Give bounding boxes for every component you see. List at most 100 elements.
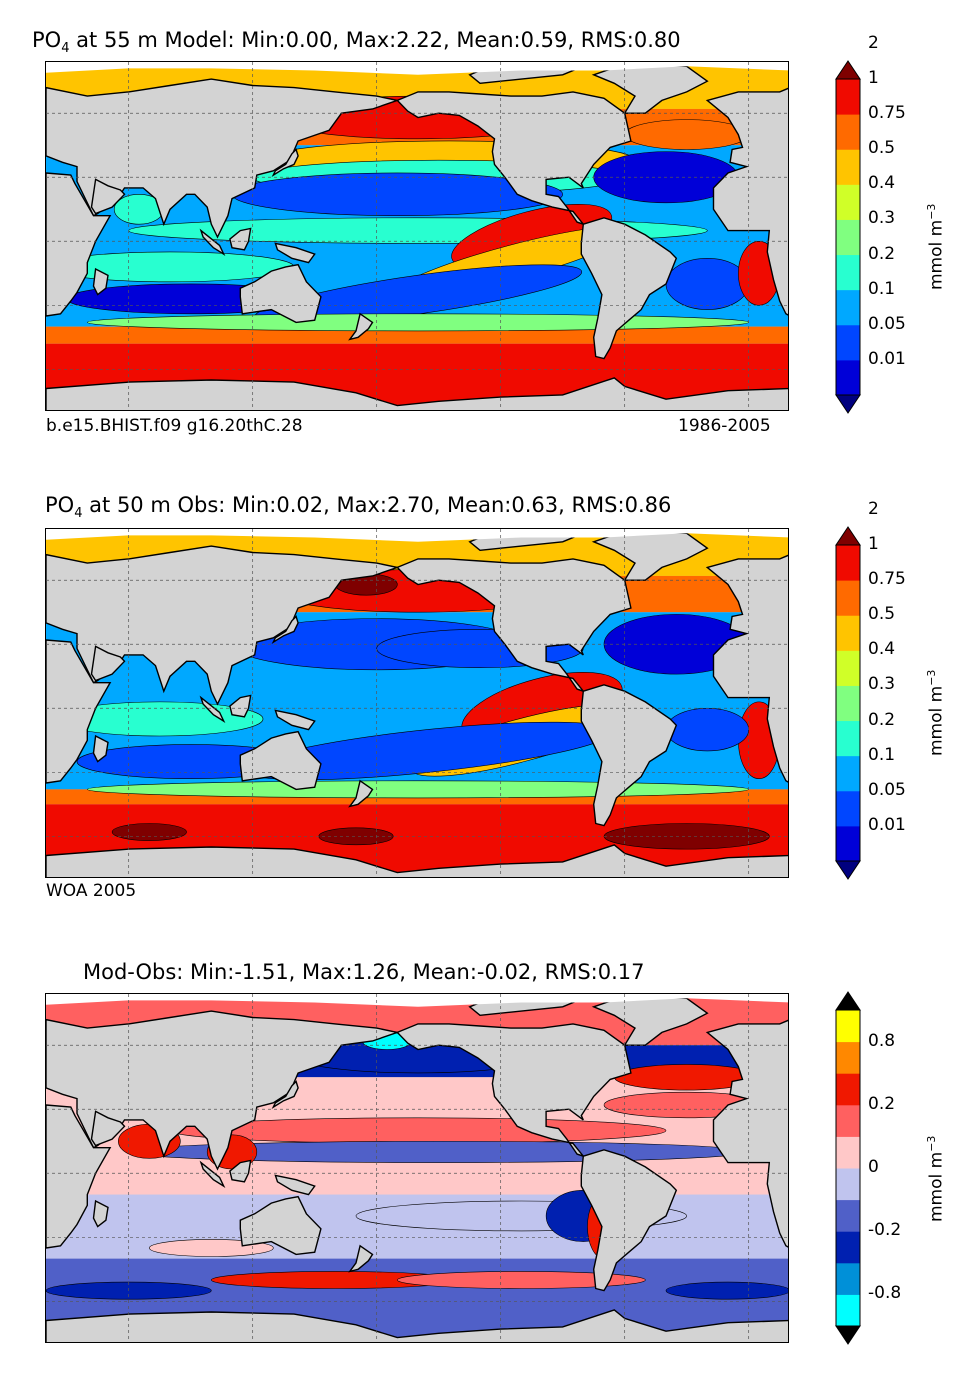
colorbar-svg — [835, 60, 861, 414]
colorbar-extend-min — [835, 860, 861, 880]
land — [229, 1159, 252, 1183]
colorbar-tick-label: 0.01 — [868, 348, 906, 369]
colorbar-segment — [836, 615, 860, 651]
colorbar-segment — [836, 580, 860, 616]
map-plot — [45, 528, 789, 878]
colorbar-units: mmol m−3 — [925, 203, 947, 290]
colorbar-segment — [836, 650, 860, 686]
land — [580, 217, 678, 360]
colorbar-tick-label: -0.8 — [868, 1283, 902, 1304]
map-svg — [46, 994, 788, 1342]
land — [348, 1244, 374, 1273]
colorbar-segment — [836, 219, 860, 256]
land — [92, 267, 109, 296]
field-contour — [111, 823, 187, 841]
field-contour — [87, 780, 749, 799]
colorbar-tick-label: 1 — [868, 534, 879, 554]
colorbar-tick-label: 0.8 — [868, 1030, 896, 1051]
land — [271, 148, 299, 177]
land — [274, 242, 316, 264]
colorbar — [835, 991, 861, 1345]
colorbar-segment — [836, 825, 860, 862]
colorbar-segment — [836, 1199, 860, 1232]
colorbar-tick-label: 0.2 — [868, 709, 896, 730]
colorbar-segment — [836, 289, 860, 326]
field-contour — [665, 1281, 788, 1300]
land — [274, 709, 316, 731]
panel-title: PO4 at 55 m Model: Min:0.00, Max:2.22, M… — [32, 28, 681, 57]
map-plot — [45, 993, 789, 1343]
land — [92, 734, 109, 763]
colorbar-segment — [836, 1168, 860, 1201]
colorbar-tick-label: 0.3 — [868, 674, 896, 695]
colorbar-tick-label: 0.3 — [868, 208, 896, 229]
colorbar-svg — [835, 526, 861, 880]
colorbar-segment — [836, 1104, 860, 1137]
land — [274, 1174, 316, 1196]
colorbar — [835, 526, 861, 880]
colorbar-segment — [836, 1041, 860, 1074]
data-source: WOA 2005 — [46, 881, 137, 901]
no-data — [46, 62, 788, 75]
colorbar-extend-max — [835, 526, 861, 546]
colorbar-segment — [836, 720, 860, 757]
colorbar-segment — [836, 254, 860, 291]
colorbar-svg — [835, 991, 861, 1345]
land — [199, 695, 226, 723]
land — [239, 1195, 322, 1256]
land — [229, 694, 252, 718]
colorbar-segment — [836, 1136, 860, 1169]
colorbar-segment — [836, 114, 860, 150]
colorbar-segment — [836, 1262, 860, 1295]
case-name: b.e15.BHIST.f09 g16.20thC.28 — [46, 416, 303, 436]
map-plot — [45, 61, 789, 411]
year-range: 1986-2005 — [678, 416, 771, 436]
land — [239, 263, 322, 324]
colorbar-tick-label: 0 — [868, 1157, 879, 1177]
land — [396, 1023, 632, 1158]
land — [705, 87, 788, 316]
land — [92, 1199, 109, 1228]
colorbar-tick-label: 0.4 — [868, 639, 896, 660]
colorbar-segment — [836, 685, 860, 722]
land — [348, 779, 374, 808]
colorbar-segment — [836, 790, 860, 827]
panel-title: PO4 at 50 m Obs: Min:0.02, Max:2.70, Mea… — [45, 493, 672, 522]
colorbar-tick-label: 0.2 — [868, 243, 896, 264]
colorbar-segment — [836, 184, 860, 220]
colorbar-segment — [836, 359, 860, 396]
colorbar-segment — [836, 79, 860, 115]
field-contour — [624, 119, 749, 150]
land — [271, 615, 299, 644]
no-data — [46, 994, 788, 1007]
colorbar-tick-label: 0.01 — [868, 814, 906, 835]
colorbar-frame — [835, 1009, 861, 1327]
land — [348, 312, 374, 341]
land — [580, 684, 678, 827]
colorbar-segment — [836, 1073, 860, 1106]
field-contour — [665, 707, 749, 752]
no-data — [46, 529, 788, 542]
land — [239, 730, 322, 791]
land — [90, 645, 126, 682]
field-contour — [397, 1271, 646, 1289]
colorbar-tick-label: 0.4 — [868, 173, 896, 194]
colorbar — [835, 60, 861, 414]
map-svg — [46, 62, 788, 410]
field-contour — [87, 313, 749, 332]
colorbar-extend-max — [835, 60, 861, 80]
land — [46, 844, 788, 877]
land — [46, 639, 112, 784]
field-contour — [665, 258, 749, 310]
colorbar-tick-label: 0.75 — [868, 569, 906, 590]
colorbar-segment — [836, 545, 860, 581]
colorbar-tick-label: 1 — [868, 68, 879, 88]
colorbar-tick-label: 2 — [868, 32, 879, 53]
colorbar-segment — [836, 149, 860, 185]
land — [580, 1149, 678, 1292]
colorbar-tick-label: 0.5 — [868, 138, 896, 159]
colorbar-extend-min — [835, 394, 861, 414]
colorbar-tick-label: 2 — [868, 498, 879, 519]
colorbar-units: mmol m−3 — [925, 669, 947, 756]
colorbar-extend-max — [835, 991, 861, 1011]
